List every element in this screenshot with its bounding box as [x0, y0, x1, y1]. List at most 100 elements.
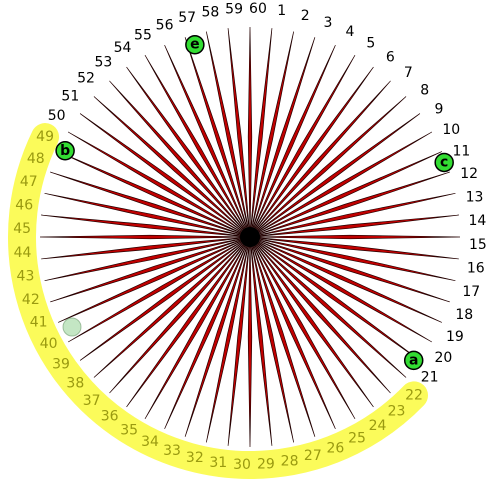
spoke-label: 4: [345, 24, 354, 40]
spoke: [249, 171, 450, 238]
labels: 1 2 34567891011121314151617181920212223242…: [13, 1, 487, 473]
spoke-label: 38: [66, 376, 84, 392]
spoke-label: 37: [83, 393, 101, 409]
marker[interactable]: [185, 34, 205, 55]
spoke-label: 35: [120, 422, 138, 438]
spoke: [249, 234, 461, 240]
spoke-label: 28: [281, 454, 299, 470]
spoke-label: 21: [421, 369, 439, 385]
spoke-label: 50: [48, 108, 66, 124]
spoke-label: 56: [156, 18, 174, 34]
spoke-label: 60: [249, 1, 267, 17]
spoke: [249, 236, 336, 429]
spoke-label: 32: [186, 450, 204, 466]
spoke: [58, 236, 251, 323]
spoke: [79, 236, 251, 361]
spoke-label: 49: [36, 129, 54, 145]
spoke: [184, 37, 251, 238]
spoke: [93, 236, 251, 378]
spoke: [249, 80, 391, 238]
spoke: [249, 236, 433, 343]
spoke-label: 47: [20, 174, 38, 190]
spoke-label: 45: [13, 221, 31, 237]
spoke: [249, 192, 456, 238]
spoke: [249, 236, 356, 420]
spoke: [58, 151, 251, 238]
spoke: [144, 54, 251, 238]
spoke-label: 1: [277, 3, 286, 19]
marker[interactable]: [55, 141, 75, 161]
marker-label: b: [60, 143, 70, 159]
spoke-label: 58: [201, 4, 219, 20]
marker[interactable]: [434, 152, 454, 173]
spoke: [249, 66, 374, 238]
spoke: [164, 45, 251, 238]
spoke-label: 31: [209, 455, 227, 471]
spoke: [126, 236, 251, 408]
spoke: [249, 236, 456, 282]
spoke: [249, 236, 442, 323]
spoke: [67, 131, 251, 238]
spoke-label: 22: [405, 387, 423, 403]
spoke-label: 41: [30, 314, 48, 330]
spoke-label: 11: [452, 144, 470, 160]
spoke: [93, 96, 251, 238]
spoke-label: 18: [455, 307, 473, 323]
spoke: [247, 236, 253, 448]
spoke: [249, 236, 459, 260]
spoke: [164, 236, 251, 429]
spoke: [109, 80, 251, 238]
spoke: [44, 236, 251, 282]
spoke-label: 53: [95, 54, 113, 70]
spoke: [109, 236, 251, 394]
spoke: [249, 28, 273, 238]
spoke-label: 20: [434, 350, 452, 366]
spoke-label: 55: [134, 28, 152, 44]
spoke: [249, 236, 374, 408]
markers: a b c e: [55, 34, 454, 371]
spoke-label: 30: [233, 457, 251, 473]
spoke: [41, 236, 251, 260]
spoke: [249, 236, 316, 437]
spoke-label: 3: [324, 15, 333, 31]
spoke: [126, 66, 251, 238]
spoke-label: 27: [304, 448, 322, 464]
spoke-label: 46: [15, 197, 33, 213]
spoke-label: 36: [101, 409, 119, 425]
spoke-label: 26: [326, 440, 344, 456]
spoke: [249, 37, 316, 238]
spoke-label: 16: [467, 261, 485, 277]
spoke: [249, 236, 407, 378]
spoke: [249, 96, 407, 238]
spoke: [79, 113, 251, 238]
spoke-label: 33: [163, 443, 181, 459]
spoke-label: 14: [469, 213, 487, 229]
spoke-label: 51: [61, 89, 79, 105]
spokes: [39, 26, 461, 448]
highlight-arc: [8, 123, 429, 479]
spoke: [227, 28, 251, 238]
spoke-label: 17: [462, 284, 480, 300]
spoke-label: 15: [469, 237, 487, 253]
spoke-label: 8: [420, 82, 429, 98]
spoke-label: 12: [460, 166, 478, 182]
spoke-label: 59: [225, 2, 243, 18]
spoke-label: 9: [435, 102, 444, 118]
spoke: [44, 192, 251, 238]
spoke-label: 34: [141, 434, 159, 450]
spoke-label: 54: [114, 40, 132, 56]
spoke: [249, 54, 356, 238]
spoke-label: 42: [22, 292, 40, 308]
spoke: [247, 26, 253, 238]
faded-marker: [62, 317, 82, 337]
spoke-label: 10: [442, 122, 460, 138]
spoke: [249, 31, 295, 238]
spoke-label: 43: [17, 269, 35, 285]
spoke-label: 13: [466, 189, 484, 205]
spoke-label: 23: [388, 404, 406, 420]
spoke-label: 57: [178, 10, 196, 26]
spoke: [50, 171, 251, 238]
spoke-label: 44: [14, 245, 32, 261]
marker[interactable]: [403, 350, 424, 371]
